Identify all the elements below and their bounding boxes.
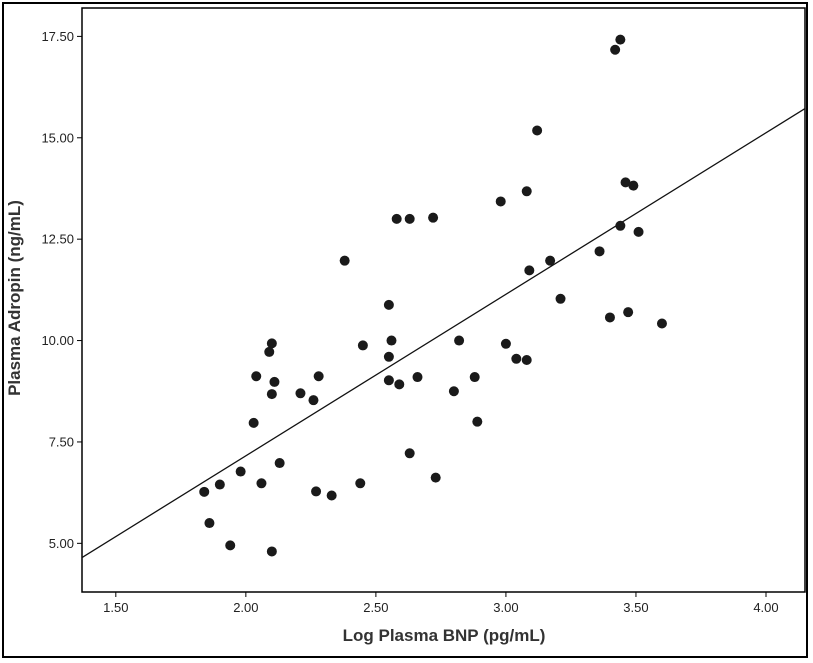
data-point <box>394 379 405 390</box>
data-point <box>214 479 225 490</box>
x-tick-label: 3.00 <box>493 600 518 615</box>
data-point <box>339 255 350 266</box>
data-point <box>269 376 280 387</box>
data-point <box>532 125 543 136</box>
data-point <box>469 372 480 383</box>
plot-area <box>81 7 806 593</box>
data-point <box>383 299 394 310</box>
data-point <box>225 540 236 551</box>
data-point <box>256 478 267 489</box>
data-point <box>266 338 277 349</box>
data-point <box>472 416 483 427</box>
data-point <box>555 293 566 304</box>
data-point <box>204 518 215 529</box>
data-point <box>521 355 532 366</box>
data-point <box>448 386 459 397</box>
data-point <box>295 388 306 399</box>
fit-line <box>81 108 806 559</box>
data-point <box>383 375 394 386</box>
data-point <box>266 546 277 557</box>
data-point <box>628 180 639 191</box>
x-tick-label: 2.00 <box>233 600 258 615</box>
x-tick-label: 4.00 <box>753 600 778 615</box>
data-point <box>656 318 667 329</box>
data-point <box>545 255 556 266</box>
data-point <box>620 177 631 188</box>
data-point <box>264 346 275 357</box>
data-point <box>430 472 441 483</box>
y-tick-label: 10.00 <box>41 333 74 348</box>
data-point <box>199 486 210 497</box>
data-point <box>412 372 423 383</box>
data-point <box>633 226 644 237</box>
y-tick-label: 5.00 <box>49 536 74 551</box>
data-point <box>251 371 262 382</box>
data-point <box>615 34 626 45</box>
data-point <box>610 44 621 55</box>
data-point <box>500 338 511 349</box>
data-point <box>357 340 368 351</box>
data-point <box>311 486 322 497</box>
data-point <box>274 458 285 469</box>
data-point <box>604 312 615 323</box>
y-tick-label: 17.50 <box>41 29 74 44</box>
x-axis-title: Log Plasma BNP (pg/mL) <box>342 626 546 645</box>
data-point <box>355 478 366 489</box>
y-tick-label: 7.50 <box>49 434 74 449</box>
data-point <box>266 389 277 400</box>
data-point <box>313 371 324 382</box>
data-point <box>454 335 465 346</box>
data-point <box>495 196 506 207</box>
data-point <box>404 448 415 459</box>
data-point <box>623 307 634 318</box>
x-tick-label: 2.50 <box>363 600 388 615</box>
data-point <box>428 212 439 223</box>
y-axis-title: Plasma Adropin (ng/mL) <box>5 200 24 396</box>
x-tick-label: 3.50 <box>623 600 648 615</box>
data-point <box>524 265 535 276</box>
data-point <box>383 351 394 362</box>
y-tick-label: 12.50 <box>41 232 74 247</box>
data-point <box>386 335 397 346</box>
data-point <box>326 490 337 501</box>
x-tick-label: 1.50 <box>103 600 128 615</box>
data-point <box>404 213 415 224</box>
data-point <box>391 213 402 224</box>
data-point <box>248 417 259 428</box>
data-point <box>235 466 246 477</box>
data-point <box>594 246 605 257</box>
data-point <box>308 395 319 406</box>
data-point <box>511 353 522 364</box>
y-tick-label: 15.00 <box>41 130 74 145</box>
data-point <box>615 220 626 231</box>
data-point <box>521 186 532 197</box>
